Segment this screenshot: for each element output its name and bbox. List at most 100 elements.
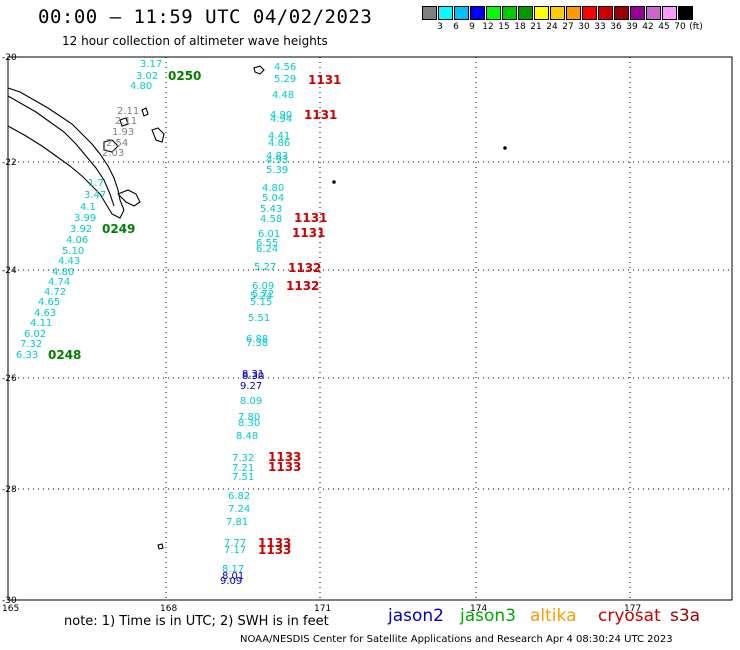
wave-height-reading: 6.09 <box>252 281 274 292</box>
color-scale-labels: 3 6 9 12 15 18 21 24 27 30 33 36 39 42 45 70 (ft) <box>422 22 740 34</box>
wave-height-reading: 4.80 <box>52 267 74 278</box>
wave-height-reading: 4.1 <box>80 202 96 213</box>
wave-height-reading: 8.30 <box>238 418 260 429</box>
wave-height-reading: 1.7 <box>88 178 104 189</box>
wave-height-reading: 5.24 <box>250 291 272 302</box>
wave-height-reading: 2.11 <box>117 106 139 117</box>
wave-height-reading: 7.51 <box>232 472 254 483</box>
wave-height-reading: 5.27 <box>254 262 276 273</box>
wave-height-reading: 4.94 <box>270 114 292 125</box>
wave-height-reading: 9.09 <box>220 576 242 587</box>
legend-cryosat: cryosat <box>598 606 661 626</box>
color-scale-label: 21 <box>530 22 542 32</box>
color-swatch <box>502 6 517 20</box>
latitude-label: -24 <box>2 266 17 276</box>
wave-height-reading: 8.30 <box>242 371 264 382</box>
color-scale-label: 6 <box>453 22 459 32</box>
latitude-label: -20 <box>2 53 17 63</box>
longitude-label: 168 <box>160 604 177 614</box>
pass-id-label: 0248 <box>48 348 81 362</box>
wave-height-reading: 2.54 <box>106 138 128 149</box>
map-title: 00:00 — 11:59 UTC 04/02/2023 <box>38 6 373 28</box>
wave-height-reading: 6.82 <box>228 491 250 502</box>
color-scale-label: 30 <box>578 22 590 32</box>
wave-height-reading: 6.24 <box>256 244 278 255</box>
wave-height-reading: 2.11 <box>115 116 137 127</box>
color-swatch <box>678 6 693 20</box>
wave-height-reading: 5.43 <box>260 204 282 215</box>
latitude-label: -28 <box>2 485 17 495</box>
legend-jason3: jason3 <box>460 606 516 626</box>
coastline <box>7 65 507 550</box>
wave-height-reading: 7.80 <box>238 412 260 423</box>
color-swatch <box>550 6 565 20</box>
wave-height-reading: 8.48 <box>236 431 258 442</box>
wave-height-reading: 7.24 <box>228 504 250 515</box>
wave-height-reading: 6.88 <box>246 334 268 345</box>
wave-height-reading: 7.32 <box>20 339 42 350</box>
wave-height-reading: 7.81 <box>226 517 248 528</box>
wave-height-reading: 7.17 <box>224 545 246 556</box>
color-scale-label: 12 <box>482 22 494 32</box>
pass-id-label: 1131 <box>308 73 341 87</box>
pass-id-label: 1132 <box>286 279 319 293</box>
wave-height-reading: 4.86 <box>268 138 290 149</box>
note-text: note: 1) Time is in UTC; 2) SWH is in fe… <box>64 614 329 629</box>
longitude-label: 171 <box>314 604 331 614</box>
color-swatch <box>438 6 453 20</box>
color-scale-label: 33 <box>594 22 606 32</box>
wave-height-reading: 2.03 <box>102 148 124 159</box>
color-scale-label: 3 <box>437 22 443 32</box>
map-subtitle: 12 hour collection of altimeter wave hei… <box>62 34 328 48</box>
wave-height-reading: 3.47 <box>84 190 106 201</box>
color-scale-label: 18 <box>514 22 526 32</box>
latitude-label: -30 <box>2 596 17 606</box>
pass-id-label: 1131 <box>304 108 337 122</box>
pass-id-label: 0250 <box>168 69 201 83</box>
pass-id-label: 1133 <box>268 460 301 474</box>
wave-height-reading: 1.93 <box>112 127 134 138</box>
wave-height-reading: 5.04 <box>262 193 284 204</box>
wave-height-reading: 7.32 <box>232 453 254 464</box>
wave-height-reading: 8.01 <box>222 571 244 582</box>
wave-height-reading: 5.39 <box>266 165 288 176</box>
color-swatch <box>582 6 597 20</box>
wave-height-reading: 7.21 <box>232 463 254 474</box>
graticule <box>8 57 732 600</box>
wave-height-reading: 3.02 <box>136 71 158 82</box>
wave-height-reading: 6.02 <box>24 329 46 340</box>
latitude-label: -22 <box>2 158 17 168</box>
wave-height-reading: 5.15 <box>250 297 272 308</box>
color-scale-label: 27 <box>562 22 574 32</box>
color-swatch <box>422 6 437 20</box>
wave-height-reading: 8.31 <box>242 369 264 380</box>
wave-height-reading: 5.51 <box>248 313 270 324</box>
color-swatch <box>566 6 581 20</box>
pass-id-label: 1131 <box>292 226 325 240</box>
wave-height-reading: 7.77 <box>224 538 246 549</box>
color-swatch <box>486 6 501 20</box>
color-swatch <box>454 6 469 20</box>
color-scale-label: 70 <box>674 22 686 32</box>
color-swatch <box>534 6 549 20</box>
wave-height-reading: 4.72 <box>44 287 66 298</box>
legend-jason2: jason2 <box>388 606 444 626</box>
color-scale-label: 24 <box>546 22 558 32</box>
wave-height-reading: 4.83 <box>266 151 288 162</box>
color-scale-label: 39 <box>626 22 638 32</box>
wave-height-reading: 4.80 <box>130 81 152 92</box>
wave-height-reading: 4.80 <box>262 183 284 194</box>
wave-height-reading: 8.09 <box>240 396 262 407</box>
color-swatch <box>598 6 613 20</box>
wave-height-reading: 6.01 <box>258 229 280 240</box>
wave-height-reading: 5.10 <box>62 246 84 257</box>
wave-height-reading: 3.92 <box>70 224 92 235</box>
color-swatch <box>662 6 677 20</box>
wave-height-reading: 4.74 <box>48 277 70 288</box>
wave-height-reading: 4.65 <box>38 297 60 308</box>
pass-id-label: 1133 <box>258 536 291 550</box>
longitude-label: 177 <box>624 604 641 614</box>
wave-height-reading: 4.48 <box>272 90 294 101</box>
color-scale <box>422 6 694 20</box>
pass-id-label: 1131 <box>294 211 327 225</box>
